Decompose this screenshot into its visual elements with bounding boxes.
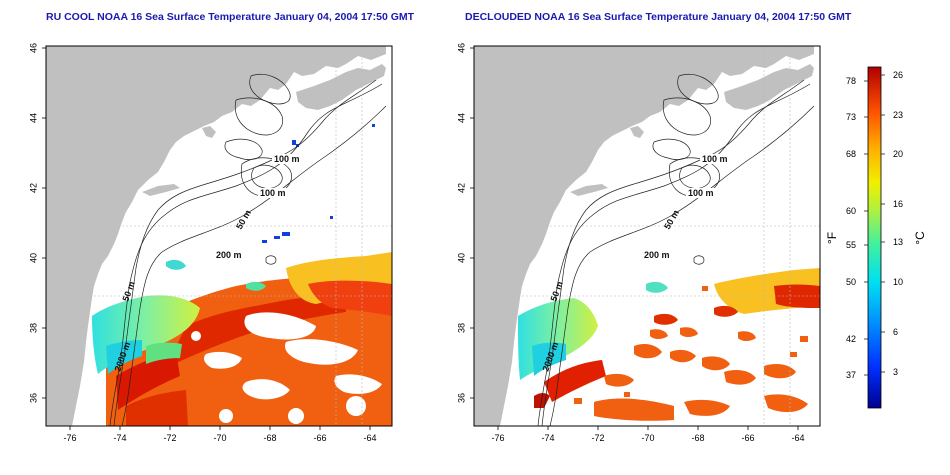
right-map-panel: 100 m 100 m 50 m 200 m 50 m 2000 m [473,45,821,427]
colorbar-f-tick-label: 68 [846,149,856,159]
lat-tick-label: 36 [28,393,38,403]
lat-tick-label: 42 [456,183,466,193]
colorbar-c-tick-label: 3 [893,367,898,377]
lon-tick-label: -68 [691,433,704,443]
lat-tick-label: 40 [456,253,466,263]
colorbar-f-tick-label: 42 [846,334,856,344]
lat-tick-label: 44 [28,113,38,123]
left-map-panel: 100 m 100 m 50 m 200 m 50 m 2000 m [45,45,393,427]
contour-label: 100 m [688,188,714,198]
lon-tick-label: -72 [163,433,176,443]
colorbar-f-tick-label: 60 [846,206,856,216]
lon-tick-label: -64 [363,433,376,443]
colorbar-c-tick-label: 20 [893,149,903,159]
lon-tick-label: -70 [213,433,226,443]
lon-tick-label: -66 [313,433,326,443]
left-map-title: RU COOL NOAA 16 Sea Surface Temperature … [46,11,415,23]
lat-tick-label: 36 [456,393,466,403]
lon-tick-label: -70 [641,433,654,443]
contour-label: 100 m [260,188,286,198]
colorbar: 78 73 68 60 55 50 42 37 26 23 20 16 13 10 6 3 °F °C [825,66,927,409]
colorbar-c-tick-label: 10 [893,277,903,287]
colorbar-f-tick-label: 78 [846,76,856,86]
right-map-title: DECLOUDED NOAA 16 Sea Surface Temperatur… [465,11,852,23]
lat-tick-label: 38 [28,323,38,333]
lat-tick-label: 44 [456,113,466,123]
colorbar-c-label: °C [913,231,927,245]
lat-tick-label: 46 [28,43,38,53]
colorbar-c-tick-label: 23 [893,110,903,120]
lon-tick-label: -72 [591,433,604,443]
colorbar-c-tick-label: 16 [893,199,903,209]
colorbar-c-tick-label: 6 [893,327,898,337]
left-axes: -76 -74 -72 -70 -68 -66 -64 36 38 40 42 44 46 [28,43,376,443]
lon-tick-label: -64 [791,433,804,443]
lat-tick-label: 40 [28,253,38,263]
colorbar-f-tick-label: 73 [846,112,856,122]
colorbar-c-tick-label: 26 [893,70,903,80]
contour-label: 100 m [702,154,728,164]
left-gridlines [46,46,392,426]
right-axes: -76 -74 -72 -70 -68 -66 -64 36 38 40 42 44 46 [456,43,804,443]
colorbar-gradient [867,66,882,409]
left-map-frame [45,45,393,427]
lat-tick-label: 42 [28,183,38,193]
lon-tick-label: -76 [63,433,76,443]
right-gridlines [474,46,820,426]
colorbar-f-tick-label: 55 [846,240,856,250]
lat-tick-label: 46 [456,43,466,53]
colorbar-f-tick-label: 37 [846,370,856,380]
lon-tick-label: -76 [491,433,504,443]
lon-tick-label: -66 [741,433,754,443]
contour-label: 200 m [644,250,670,260]
lon-tick-label: -74 [113,433,126,443]
colorbar-f-label: °F [825,232,839,244]
lon-tick-label: -74 [541,433,554,443]
contour-label: 200 m [216,250,242,260]
right-map-frame [473,45,821,427]
contour-label: 100 m [274,154,300,164]
lon-tick-label: -68 [263,433,276,443]
colorbar-c-tick-label: 13 [893,237,903,247]
lat-tick-label: 38 [456,323,466,333]
colorbar-f-tick-label: 50 [846,277,856,287]
